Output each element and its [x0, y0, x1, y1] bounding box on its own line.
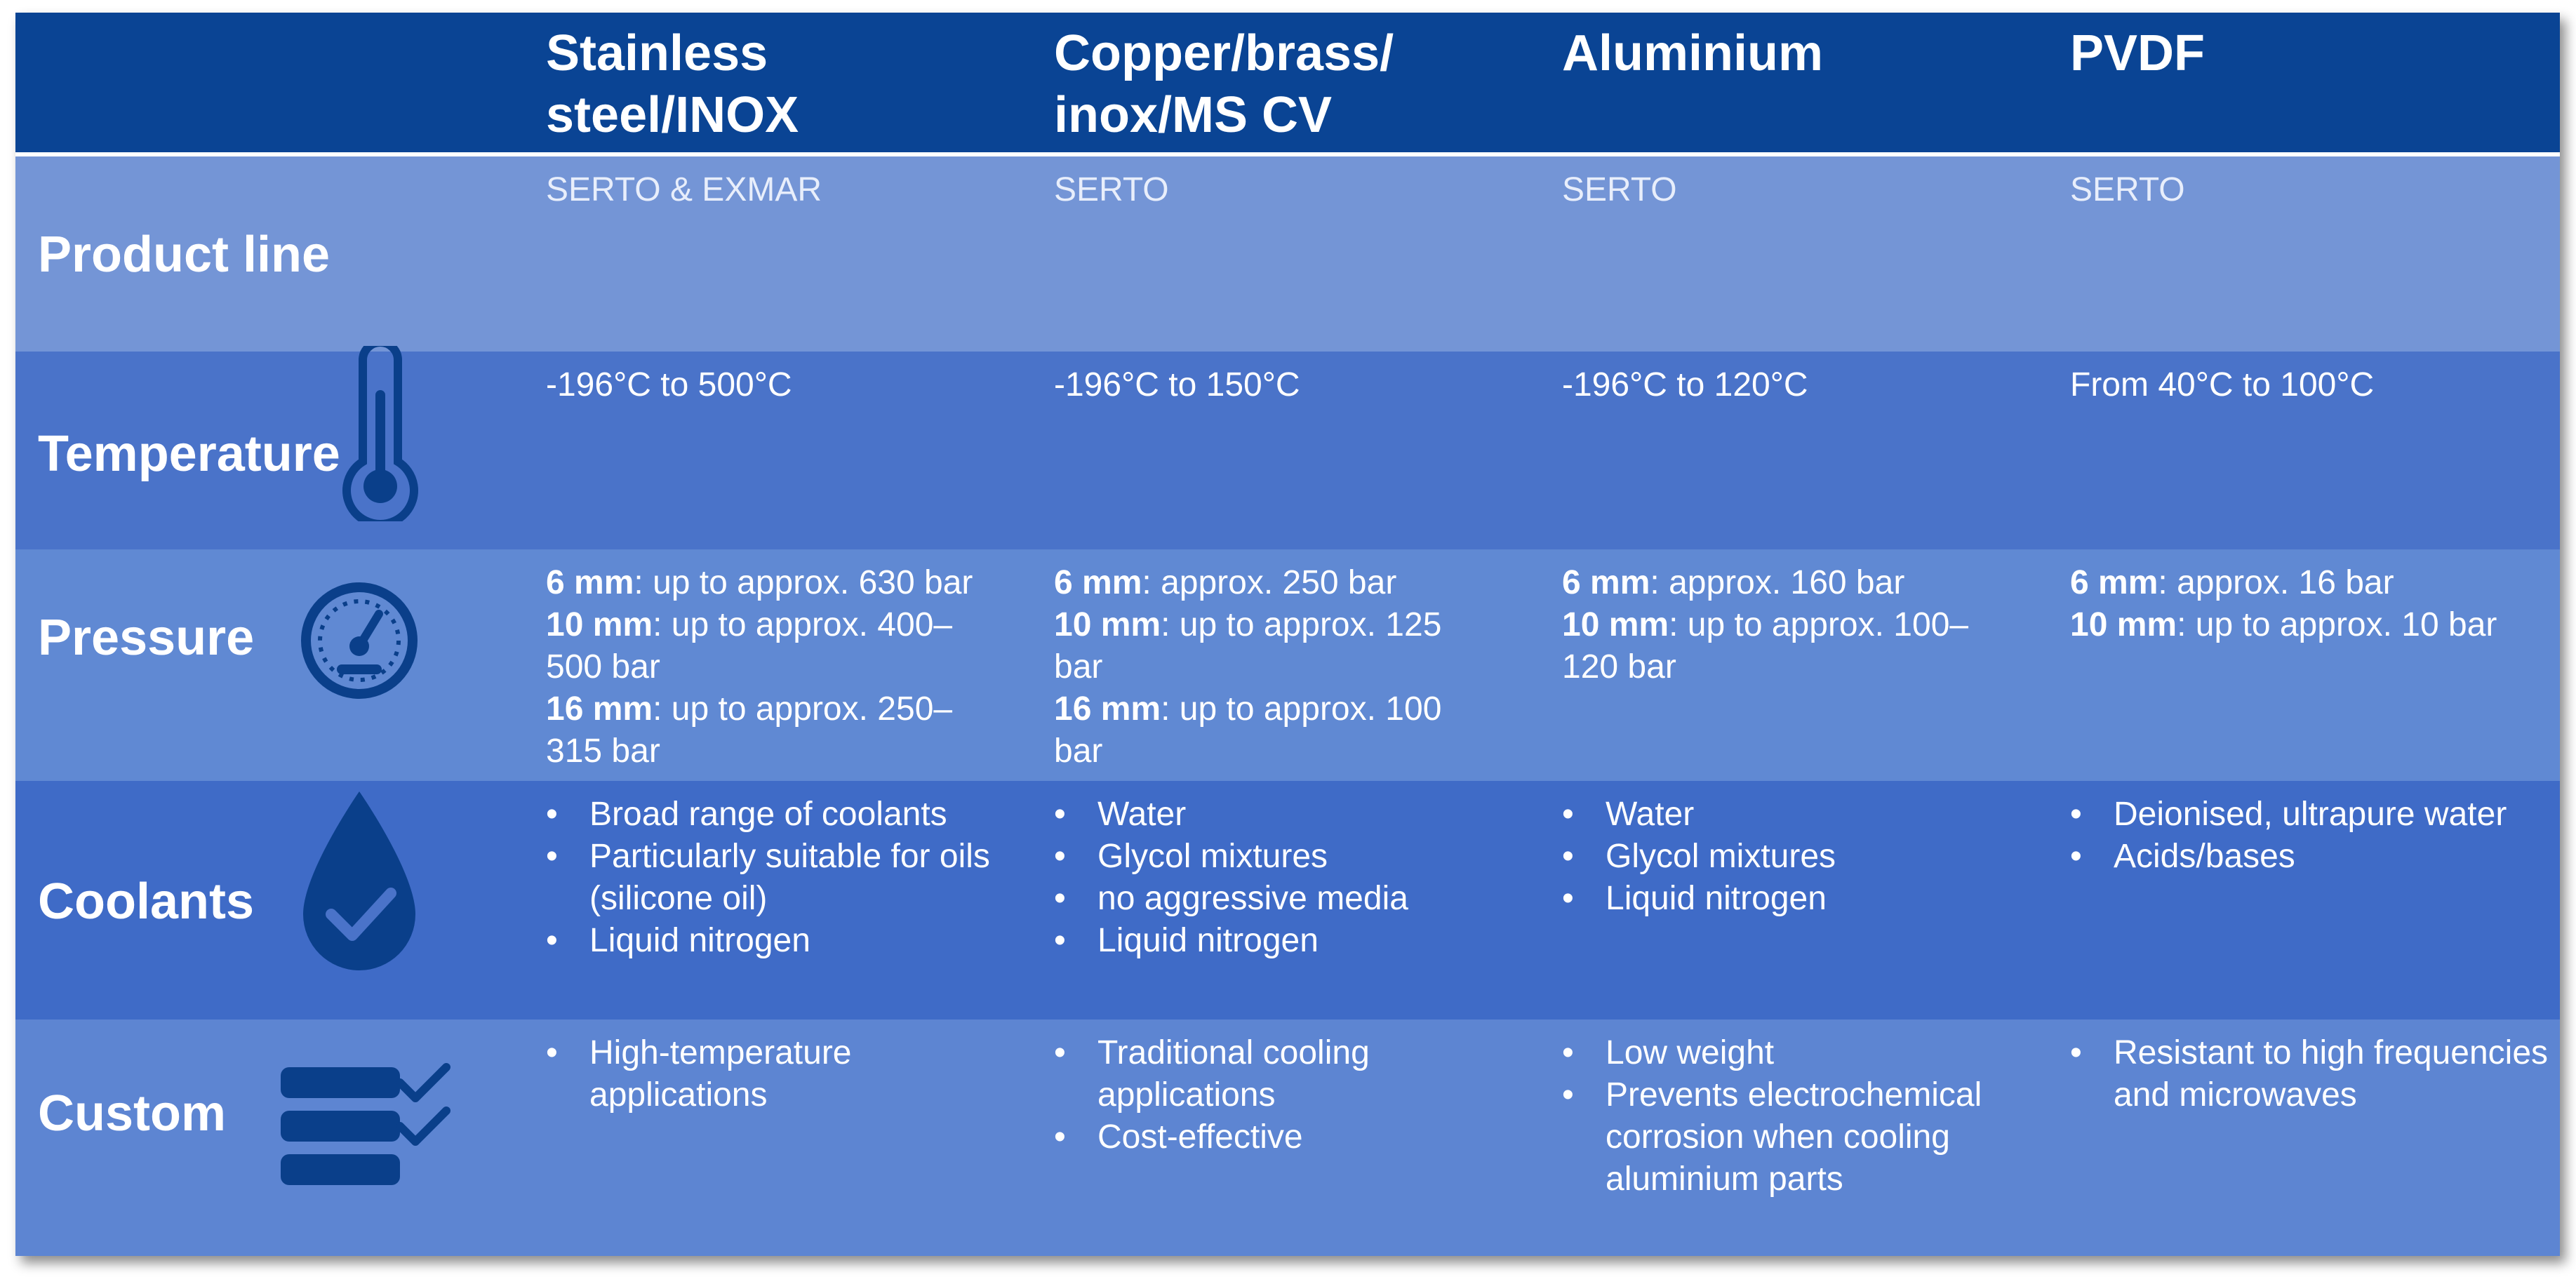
checklist-icon — [281, 1063, 451, 1185]
table-cell: Resistant to high frequencies and microw… — [2070, 1032, 2554, 1116]
table-cell: Broad range of coolants Particularly sui… — [546, 794, 1030, 962]
list-item: Traditional cooling applications — [1054, 1032, 1538, 1116]
row-temperature: Temperature -196°C to 500°C -196°C to 15… — [15, 346, 2560, 549]
list-item: Glycol mixtures — [1054, 836, 1538, 878]
gauge-icon — [301, 582, 418, 699]
table-header: Stainless steel/INOX Copper/brass/ inox/… — [15, 13, 2560, 152]
list-item: High-temperature applications — [546, 1032, 1030, 1116]
table-cell: 6 mm: approx. 250 bar 10 mm: up to appro… — [1054, 564, 1442, 770]
table-cell: SERTO — [2070, 171, 2185, 208]
table-cell: Water Glycol mixtures Liquid nitrogen — [1562, 794, 2046, 920]
list-item: Prevents electrochemical corrosion when … — [1562, 1074, 2046, 1201]
list-item: Acids/bases — [2070, 836, 2554, 878]
table-cell: 6 mm: approx. 16 bar 10 mm: up to approx… — [2070, 564, 2497, 643]
list-item: Broad range of coolants — [546, 794, 1030, 836]
list-item: Particularly suitable for oils (silicone… — [546, 836, 1030, 920]
row-custom: Custom High-temperature applications Tra… — [15, 1019, 2560, 1256]
column-title-line1: Stainless — [546, 25, 768, 81]
table-cell: -196°C to 120°C — [1562, 366, 1808, 403]
list-item: Liquid nitrogen — [546, 920, 1030, 962]
row-label: Product line — [38, 227, 331, 283]
header-divider — [15, 152, 2560, 156]
list-item: Low weight — [1562, 1032, 2046, 1074]
list-item: Cost-effective — [1054, 1116, 1538, 1158]
list-item: no aggressive media — [1054, 878, 1538, 920]
table-cell: Traditional cooling applications Cost-ef… — [1054, 1032, 1538, 1158]
column-title-line1: PVDF — [2070, 25, 2205, 81]
list-item: Water — [1054, 794, 1538, 836]
column-title-line1: Copper/brass/ — [1054, 25, 1394, 81]
table-cell: High-temperature applications — [546, 1032, 1030, 1116]
table-cell: SERTO & EXMAR — [546, 171, 822, 208]
table-cell: -196°C to 150°C — [1054, 366, 1300, 403]
list-item: Liquid nitrogen — [1054, 920, 1538, 962]
table-cell: -196°C to 500°C — [546, 366, 792, 403]
table-cell: SERTO — [1562, 171, 1677, 208]
column-title-line2: inox/MS CV — [1054, 87, 1333, 143]
row-pressure: Pressure 6 mm: up to approx. 630 bar 10 … — [15, 549, 2560, 781]
column-header-copper: Copper/brass/ inox/MS CV — [1054, 22, 1531, 146]
table-cell: SERTO — [1054, 171, 1169, 208]
row-coolants: Coolants Broad range of coolants Particu… — [15, 781, 2560, 1019]
thermometer-icon — [342, 346, 418, 521]
list-item: Liquid nitrogen — [1562, 878, 2046, 920]
row-product-line: Product line SERTO & EXMAR SERTO SERTO S… — [15, 156, 2560, 352]
table-cell: 6 mm: up to approx. 630 bar 10 mm: up to… — [546, 564, 973, 770]
water-drop-check-icon — [303, 791, 415, 970]
list-item: Deionised, ultrapure water — [2070, 794, 2554, 836]
row-label: Temperature — [38, 426, 340, 482]
column-header-stainless: Stainless steel/INOX — [546, 22, 1023, 146]
comparison-table: Stainless steel/INOX Copper/brass/ inox/… — [15, 13, 2560, 1256]
list-item: Resistant to high frequencies and microw… — [2070, 1032, 2554, 1116]
list-item: Glycol mixtures — [1562, 836, 2046, 878]
column-header-pvdf: PVDF — [2070, 22, 2547, 84]
row-label: Custom — [38, 1085, 226, 1142]
table-cell: Deionised, ultrapure water Acids/bases — [2070, 794, 2554, 878]
column-title-line2: steel/INOX — [546, 87, 799, 143]
row-label: Coolants — [38, 874, 255, 930]
column-header-aluminium: Aluminium — [1562, 22, 2039, 84]
row-label: Pressure — [38, 610, 255, 666]
table-cell: Low weight Prevents electrochemical corr… — [1562, 1032, 2046, 1201]
table-cell: From 40°C to 100°C — [2070, 366, 2375, 403]
table-cell: Water Glycol mixtures no aggressive medi… — [1054, 794, 1538, 962]
table-cell: 6 mm: approx. 160 bar 10 mm: up to appro… — [1562, 564, 1969, 686]
column-title-line1: Aluminium — [1562, 25, 1823, 81]
list-item: Water — [1562, 794, 2046, 836]
